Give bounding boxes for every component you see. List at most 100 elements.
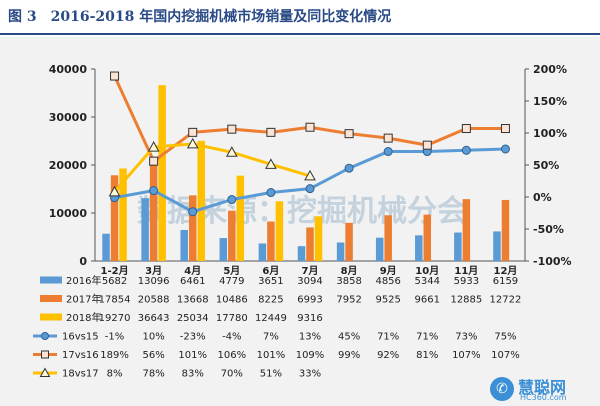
marker-17vs16-7 (383, 133, 393, 143)
table-cell: -23% (180, 332, 206, 343)
bar-2018-5 (314, 216, 323, 261)
marker-17vs16-2 (188, 127, 198, 137)
table-cell: 13096 (138, 276, 170, 287)
table-cell: -4% (222, 332, 241, 343)
bar-2017-9 (462, 199, 471, 261)
table-cell: 107% (491, 350, 520, 361)
bar-2018-2 (197, 140, 205, 261)
bar-2018-3 (236, 175, 245, 261)
y-right-tick-label: 200% (533, 63, 567, 76)
table-cell: 12722 (490, 295, 522, 306)
y-right-tick-label: -50% (533, 223, 564, 236)
category-label: 4月 (184, 265, 201, 277)
y-right-tick-label: 100% (533, 127, 567, 140)
bar-2016-0 (102, 233, 110, 261)
marker-18vs17-2 (186, 137, 199, 149)
table-cell: 9661 (415, 295, 440, 306)
table-cell: 12449 (255, 313, 287, 324)
marker-16vs15-1 (149, 186, 159, 196)
marker-17vs16-1 (149, 156, 159, 166)
bar-2016-8 (415, 235, 423, 261)
y-left-tick-label: 30000 (49, 111, 88, 124)
bar-2016-9 (454, 232, 462, 261)
category-label: 8月 (341, 265, 358, 277)
table-cell: 36643 (138, 313, 170, 324)
marker-16vs15-7 (383, 147, 393, 157)
table-cell: 8225 (258, 295, 283, 306)
table-cell: 107% (452, 350, 481, 361)
table-cell: 10% (143, 332, 165, 343)
marker-18vs17-5 (304, 169, 316, 181)
table-cell: 13% (299, 332, 321, 343)
table-cell: 3651 (258, 276, 283, 287)
marker-17vs16-10 (500, 124, 510, 134)
y-right-tick-label: 150% (533, 95, 567, 108)
marker-17vs16-9 (461, 124, 471, 134)
marker-16vs15-3 (227, 195, 237, 205)
table-cell: 20588 (138, 295, 170, 306)
y-right-tick-label: 50% (533, 159, 559, 172)
legend-key-2017 (40, 295, 62, 302)
table-cell: 17780 (216, 313, 248, 324)
bar-2016-3 (219, 238, 228, 261)
figure-title: 图 3 2016-2018 年国内挖掘机械市场销量及同比变化情况 (8, 6, 391, 26)
legend-key-2018 (40, 313, 62, 321)
marker-16vs15-10 (500, 144, 510, 154)
logo-subtext: HC360.com (520, 393, 567, 402)
bar-2016-4 (258, 243, 267, 261)
table-cell: 101% (257, 350, 286, 361)
marker-17vs16-6 (344, 129, 354, 139)
table-cell: 13668 (177, 295, 209, 306)
table-cell: 17854 (99, 295, 131, 306)
table-cell: 7952 (336, 295, 361, 306)
marker-16vs15-6 (344, 163, 354, 173)
legend-label: 16vs15 (62, 332, 99, 343)
table-cell: 10486 (216, 295, 248, 306)
bar-2016-5 (297, 246, 306, 261)
table-cell: 5682 (102, 276, 127, 287)
table-cell: 81% (416, 350, 438, 361)
table-cell: -1% (105, 332, 124, 343)
chart-panel: 数据来源：挖掘机械分会 0 10000 20000 30000 40000 -100% -50… (0, 37, 600, 406)
table-cell: 3094 (297, 276, 322, 287)
table-cell: 83% (182, 369, 204, 380)
logo-text: 慧聪网 (518, 378, 567, 397)
table-cell: 109% (296, 350, 325, 361)
legend-label: 2016年 (66, 274, 101, 287)
legend-label: 18vs17 (62, 369, 99, 380)
table-cell: 71% (377, 332, 399, 343)
marker-18vs17-3 (225, 146, 238, 157)
table-cell: 71% (416, 332, 438, 343)
legend-label: 17vs16 (62, 350, 99, 361)
y-left-tick-label: 40000 (49, 63, 88, 76)
line-17vs16 (113, 75, 506, 164)
table-cell: 9316 (297, 313, 322, 324)
logo: ✆ 慧聪网 HC360.com (484, 374, 594, 404)
chart-svg: 数据来源：挖掘机械分会 0 10000 20000 30000 40000 -100% -50… (33, 63, 572, 380)
legend-key-marker-16vs15 (41, 332, 49, 340)
figure-title-text: 2016-2018 年国内挖掘机械市场销量及同比变化情况 (50, 9, 392, 25)
table-cell: 6159 (493, 276, 518, 287)
table-cell: 4856 (375, 276, 400, 287)
table-cell: 6461 (180, 276, 205, 287)
table-cell: 3858 (336, 276, 361, 287)
table-cell: 92% (377, 350, 399, 361)
table-cell: 78% (143, 369, 165, 380)
marker-16vs15-9 (461, 145, 471, 155)
bar-2017-7 (384, 215, 392, 261)
marker-17vs16-0 (110, 71, 120, 81)
watermark-text: 数据来源：挖掘机械分会 (137, 194, 467, 229)
bar-2018-0 (119, 168, 127, 261)
table-cell: 12885 (450, 295, 482, 306)
legend-key-2016 (40, 276, 62, 284)
figure-number: 图 3 (8, 9, 37, 25)
category-label: 10月 (415, 265, 439, 277)
y-left-tick-label: 0 (79, 255, 87, 268)
table-cell: 19270 (99, 313, 131, 324)
table-cell: 33% (299, 369, 321, 380)
bar-2018-1 (158, 85, 166, 261)
marker-17vs16-4 (266, 127, 276, 137)
table-cell: 70% (221, 369, 243, 380)
bar-2017-4 (267, 221, 275, 261)
bar-2017-1 (149, 162, 158, 261)
